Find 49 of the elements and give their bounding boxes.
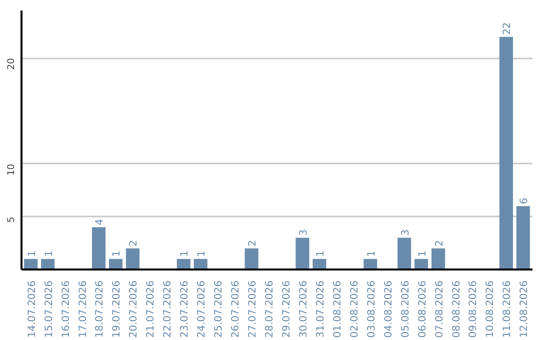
x-tick-label: 07.08.2026: [434, 280, 446, 338]
x-tick-label: 09.08.2026: [468, 280, 480, 338]
x-tick-label: 31.07.2026: [315, 280, 326, 338]
data-label: 2: [434, 240, 446, 246]
x-tick-label: 24.07.2026: [196, 280, 208, 338]
x-tick-label: 27.07.2026: [248, 280, 259, 338]
data-label: 22: [502, 22, 514, 35]
x-tick-label: 28.07.2026: [264, 280, 276, 338]
y-tick-label: 5: [6, 216, 17, 223]
x-tick-label: 15.07.2026: [44, 280, 55, 338]
data-label: 1: [180, 250, 191, 257]
x-tick-label: 19.07.2026: [112, 280, 123, 338]
x-tick-label: 23.07.2026: [180, 280, 191, 338]
data-label: 1: [366, 250, 378, 257]
x-tick-label: 02.08.2026: [349, 280, 360, 338]
x-tick-label: 22.07.2026: [162, 280, 174, 338]
data-label: 1: [44, 250, 55, 257]
data-label: 1: [112, 250, 123, 257]
x-tick-label: 26.07.2026: [230, 280, 242, 338]
y-tick-label: 20: [6, 58, 17, 70]
x-tick-label: 17.07.2026: [78, 280, 89, 338]
data-label: 3: [400, 229, 412, 236]
x-tick-label: 12.08.2026: [519, 280, 530, 338]
x-tick-label: 05.08.2026: [400, 280, 412, 338]
x-tick-label: 01.08.2026: [332, 280, 344, 338]
x-tick-label: 08.08.2026: [451, 280, 462, 338]
data-label: 2: [128, 240, 140, 246]
data-label: 6: [519, 198, 530, 204]
x-tick-label: 03.08.2026: [366, 280, 378, 338]
x-tick-label: 11.08.2026: [502, 280, 514, 338]
x-tick-label: 20.07.2026: [128, 280, 140, 338]
x-tick-label: 25.07.2026: [214, 280, 225, 338]
x-tick-label: 14.07.2026: [26, 280, 38, 338]
x-tick-label: 04.08.2026: [383, 280, 394, 338]
data-label: 1: [315, 250, 326, 257]
data-label: 1: [417, 250, 428, 257]
x-tick-label: 18.07.2026: [94, 280, 106, 338]
x-tick-label: 21.07.2026: [146, 280, 157, 338]
x-tick-label: 06.08.2026: [417, 280, 428, 338]
x-tick-label: 29.07.2026: [281, 280, 292, 338]
data-label: 1: [196, 250, 208, 257]
data-label: 2: [248, 240, 259, 246]
x-tick-label: 16.07.2026: [60, 280, 72, 338]
data-label: 4: [94, 218, 106, 226]
x-tick-label: 30.07.2026: [298, 280, 310, 338]
data-label: 3: [298, 229, 310, 236]
y-tick-label: 10: [6, 164, 17, 176]
data-label: 1: [26, 250, 38, 257]
x-tick-label: 10.08.2026: [485, 280, 496, 338]
